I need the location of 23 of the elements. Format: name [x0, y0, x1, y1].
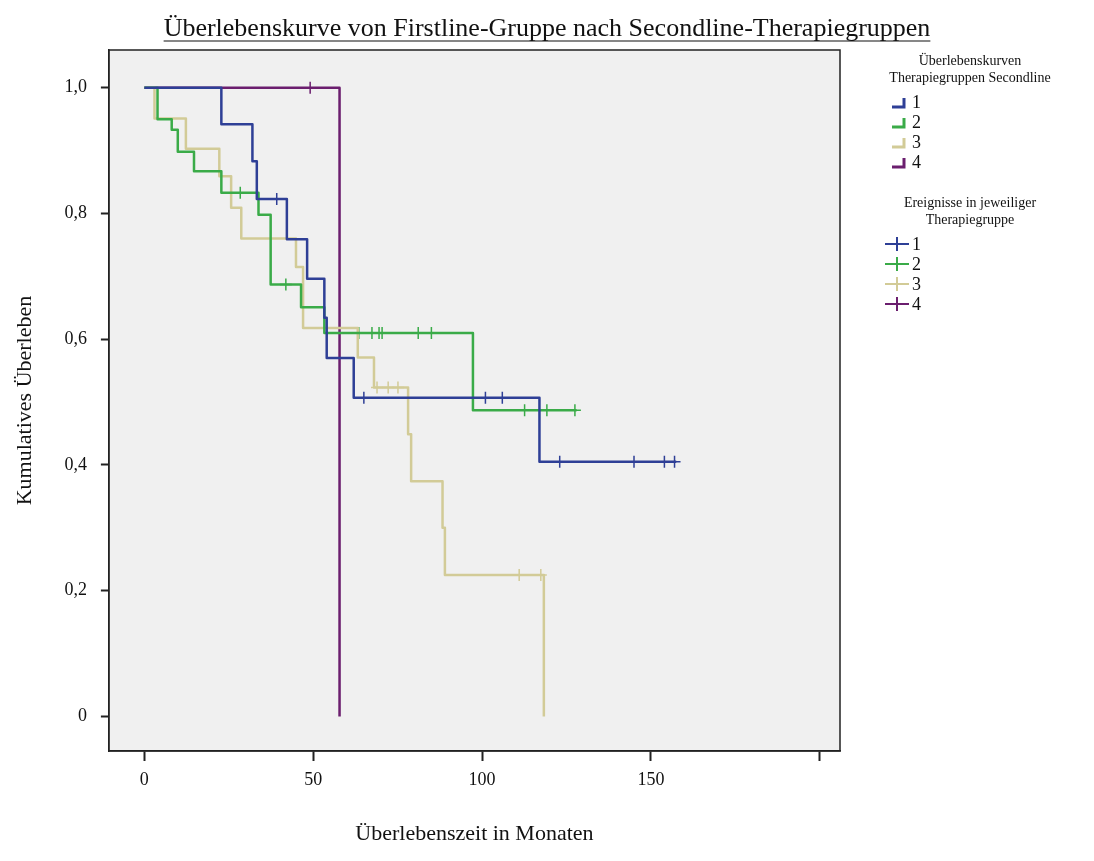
y-tick-label: 0,2	[64, 579, 87, 600]
x-tick-label: 0	[139, 768, 149, 789]
legend-label: 3	[912, 131, 921, 153]
y-tick-label: 0,6	[64, 327, 87, 348]
legend-label: 4	[912, 293, 921, 315]
y-tick-label: 0,4	[64, 453, 87, 474]
y-tick-label: 0	[77, 705, 87, 726]
legend-label: 1	[912, 91, 921, 113]
y-tick-label: 1,0	[64, 76, 87, 97]
x-tick-label: 100	[468, 768, 496, 789]
legend-title: Überlebenskurven Therapiegruppen Secondline	[888, 52, 1052, 86]
text: Ereignisse in jeweiliger Therapiegruppe	[902, 194, 1038, 228]
legend-label: 1	[912, 233, 921, 255]
x-tick-label: 50	[304, 768, 323, 789]
y-tick-label: 0,8	[64, 202, 87, 223]
legend-label: 2	[912, 111, 921, 133]
legend-label: 2	[912, 253, 921, 275]
x-axis-title: Überlebenszeit in Monaten	[355, 819, 594, 845]
legend-label: 3	[912, 273, 921, 295]
y-axis-title: Kumulatives Überleben	[10, 295, 36, 506]
x-tick-label: 150	[637, 768, 665, 789]
chart-title: Überlebenskurve von Firstline-Gruppe nach Secondline-Therapiegruppen	[163, 13, 931, 42]
legend-label: 4	[912, 151, 921, 173]
